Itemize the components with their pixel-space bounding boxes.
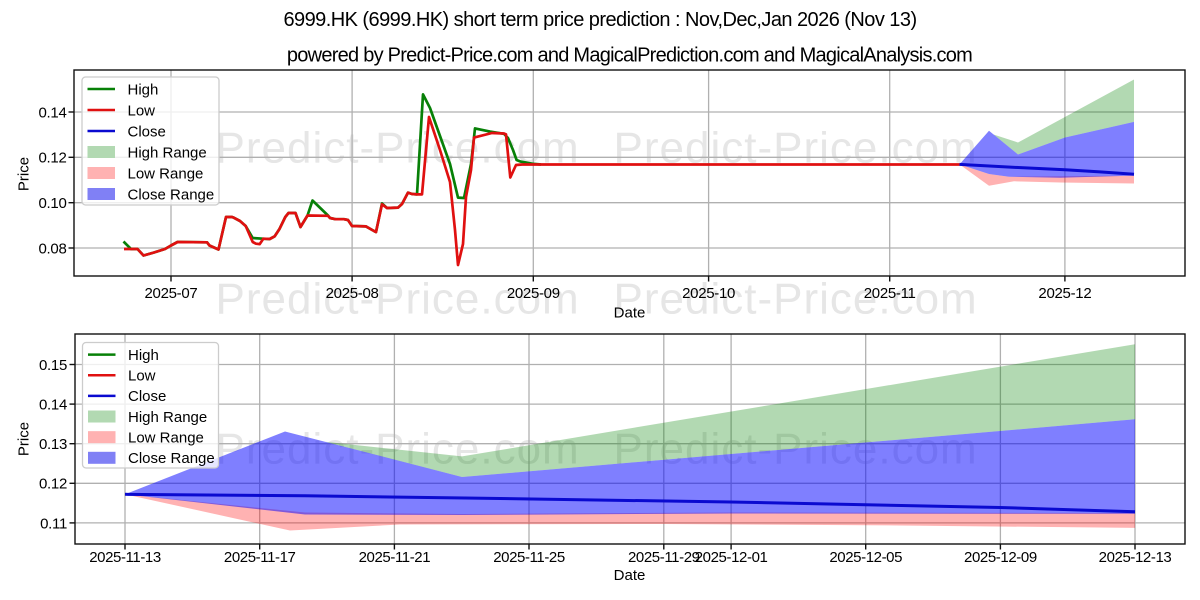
svg-text:Close: Close xyxy=(128,388,166,405)
svg-text:2025-12-13: 2025-12-13 xyxy=(1099,549,1172,566)
svg-text:2025-12-01: 2025-12-01 xyxy=(695,549,768,566)
svg-text:2025-11-29: 2025-11-29 xyxy=(628,549,700,566)
svg-text:2025-11-25: 2025-11-25 xyxy=(493,549,565,566)
svg-text:Close Range: Close Range xyxy=(128,186,215,203)
svg-text:2025-12: 2025-12 xyxy=(1038,285,1091,302)
svg-text:Date: Date xyxy=(614,567,646,584)
svg-text:Low Range: Low Range xyxy=(128,165,204,182)
svg-text:2025-07: 2025-07 xyxy=(145,285,198,302)
svg-text:2025-11-13: 2025-11-13 xyxy=(89,549,161,566)
svg-text:2025-09: 2025-09 xyxy=(507,285,560,302)
svg-text:Close: Close xyxy=(128,123,166,140)
svg-text:0.08: 0.08 xyxy=(39,240,67,257)
svg-text:High Range: High Range xyxy=(128,409,207,426)
svg-text:Predict-Price.com: Predict-Price.com xyxy=(614,275,978,324)
svg-text:High: High xyxy=(128,81,159,98)
svg-text:0.14: 0.14 xyxy=(39,104,67,121)
svg-text:0.14: 0.14 xyxy=(39,397,67,414)
svg-text:0.12: 0.12 xyxy=(39,476,67,493)
svg-text:Date: Date xyxy=(614,304,646,321)
svg-text:2025-11-21: 2025-11-21 xyxy=(359,549,431,566)
svg-text:2025-10: 2025-10 xyxy=(682,285,735,302)
svg-text:Low: Low xyxy=(128,368,156,385)
svg-text:High: High xyxy=(128,347,159,364)
svg-text:Low Range: Low Range xyxy=(128,430,204,447)
svg-text:Price: Price xyxy=(16,422,33,456)
svg-text:powered by Predict-Price.com a: powered by Predict-Price.com and Magical… xyxy=(287,45,972,67)
svg-text:2025-11-17: 2025-11-17 xyxy=(224,549,296,566)
svg-text:Low: Low xyxy=(128,102,156,119)
svg-text:0.11: 0.11 xyxy=(40,515,67,532)
svg-text:2025-12-05: 2025-12-05 xyxy=(829,549,902,566)
svg-text:Close Range: Close Range xyxy=(128,450,215,467)
svg-text:Price: Price xyxy=(16,157,33,191)
svg-text:0.10: 0.10 xyxy=(39,195,67,212)
svg-text:Predict-Price.com: Predict-Price.com xyxy=(216,275,580,324)
svg-text:2025-08: 2025-08 xyxy=(326,285,379,302)
svg-text:2025-12-09: 2025-12-09 xyxy=(964,549,1037,566)
svg-text:2025-11: 2025-11 xyxy=(864,285,916,302)
svg-text:6999.HK (6999.HK) short term p: 6999.HK (6999.HK) short term price predi… xyxy=(283,9,916,31)
svg-text:0.15: 0.15 xyxy=(39,357,67,374)
svg-text:High Range: High Range xyxy=(128,144,207,161)
svg-text:0.13: 0.13 xyxy=(39,436,67,453)
svg-text:0.12: 0.12 xyxy=(39,150,67,167)
